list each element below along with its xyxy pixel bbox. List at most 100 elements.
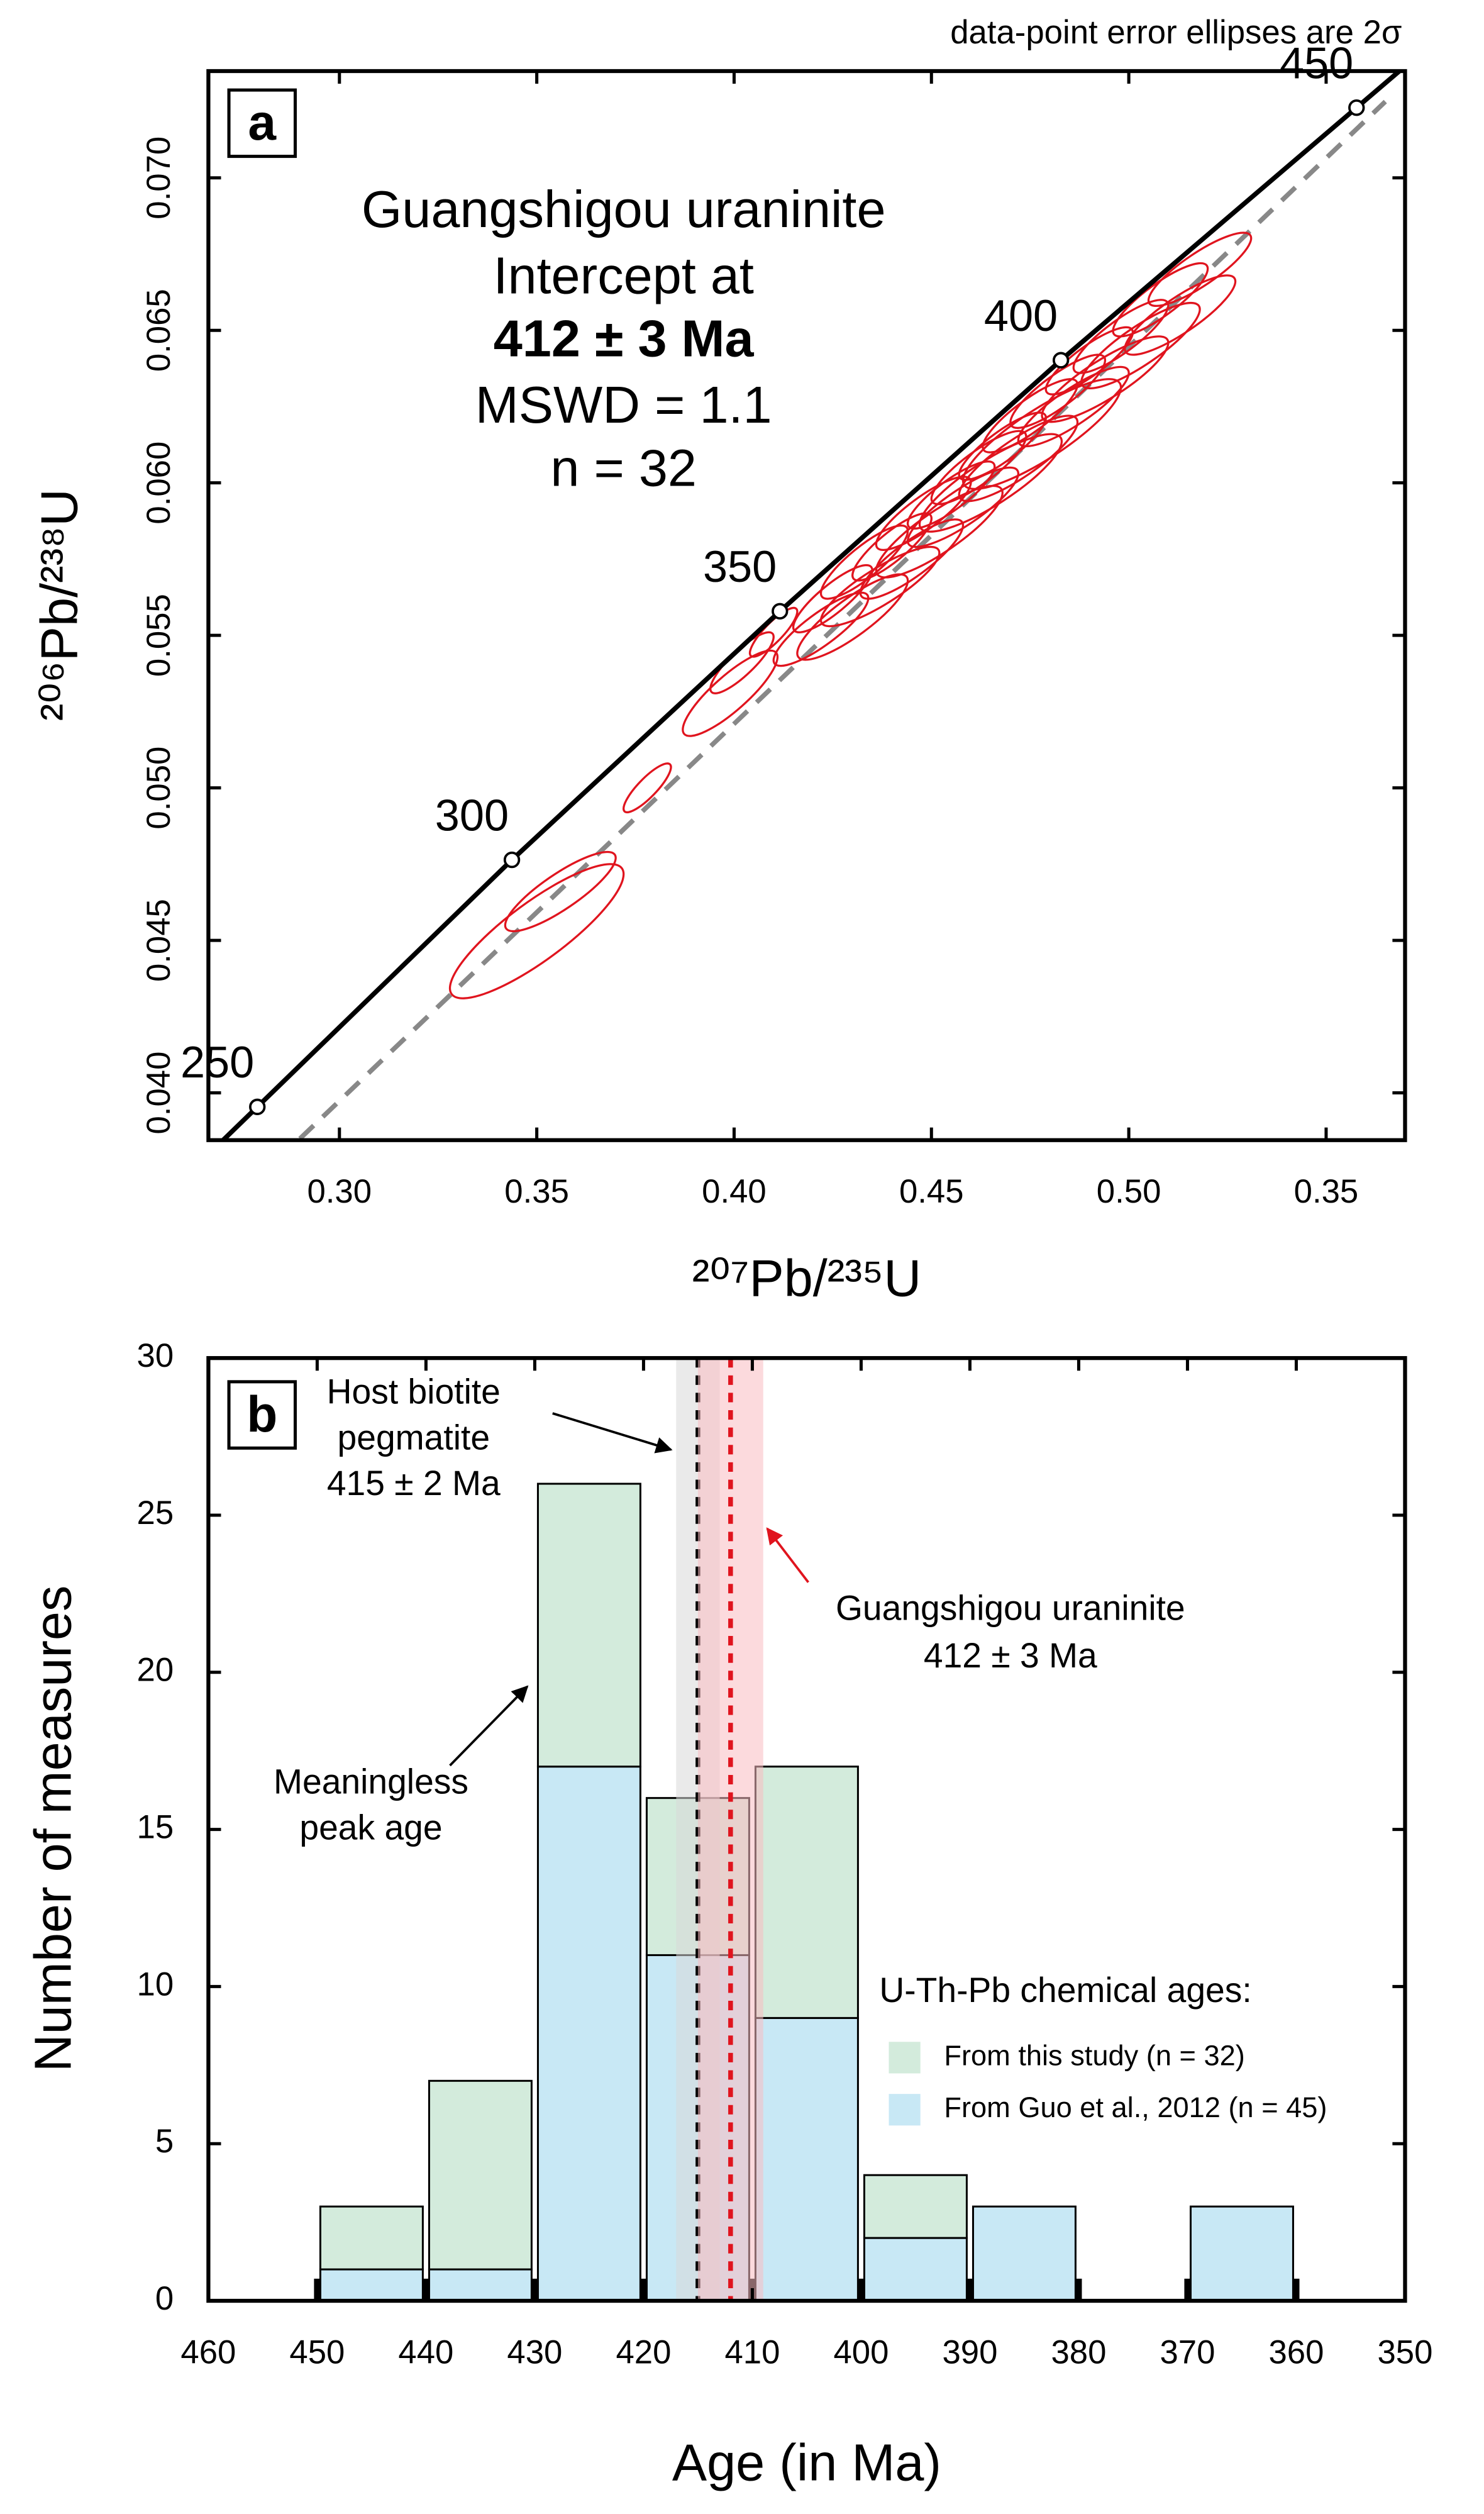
y-tick-label: 5 bbox=[155, 2123, 174, 2160]
y-tick-label: 0.070 bbox=[140, 136, 177, 220]
panel-label: b bbox=[246, 1386, 277, 1443]
x-tick-label: 450 bbox=[289, 2333, 345, 2371]
concordia-extension bbox=[219, 1105, 259, 1140]
error-ellipse bbox=[796, 573, 909, 661]
annotation: peak age bbox=[299, 1808, 442, 1847]
x-tick-label: 360 bbox=[1268, 2333, 1324, 2371]
title-line: 412 ± 3 Ma bbox=[494, 309, 755, 368]
marker-label: pegmatite bbox=[338, 1418, 490, 1457]
error-ellipse bbox=[819, 524, 909, 600]
bar bbox=[1189, 2205, 1294, 2302]
bar bbox=[319, 2205, 424, 2271]
y-tick-label: 0 bbox=[155, 2280, 174, 2317]
bar bbox=[863, 2174, 968, 2239]
error-ellipse bbox=[1147, 231, 1253, 308]
plot-area bbox=[219, 71, 1404, 1140]
title-line: Intercept at bbox=[493, 246, 753, 304]
x-tick-label: 420 bbox=[616, 2333, 671, 2371]
bar bbox=[536, 1766, 641, 2302]
error-ellipse bbox=[961, 378, 1122, 491]
y-tick-label: 0.050 bbox=[140, 747, 177, 830]
error-ellipse bbox=[1112, 262, 1209, 338]
y-tick-label: 0.060 bbox=[140, 442, 177, 525]
legend-label: From Guo et al., 2012 (n = 45) bbox=[944, 2091, 1327, 2123]
arrow bbox=[766, 1527, 809, 1583]
plot-frame bbox=[206, 1356, 1407, 2303]
error-ellipse bbox=[819, 545, 941, 628]
y-tick-label: 0.065 bbox=[140, 289, 177, 372]
error-ellipse bbox=[958, 411, 1047, 481]
y-tick-label: 25 bbox=[137, 1494, 174, 1532]
y-axis-label: Number of measures bbox=[23, 1586, 82, 2072]
age-point bbox=[772, 603, 789, 620]
title-line: n = 32 bbox=[550, 439, 697, 498]
marker-label: Guangshigou uraninite bbox=[836, 1588, 1185, 1627]
x-axis-label: ²⁰⁷Pb/²³⁵U bbox=[692, 1249, 921, 1308]
y-tick-label: 30 bbox=[137, 1337, 174, 1374]
x-tick-label: 0.35 bbox=[504, 1173, 569, 1210]
marker-label: 415 ± 2 Ma bbox=[327, 1464, 501, 1503]
age-label: 300 bbox=[435, 790, 509, 840]
x-tick-label: 350 bbox=[1377, 2333, 1432, 2371]
panel-label-box bbox=[227, 1380, 297, 1450]
x-axis-label: Age (in Ma) bbox=[672, 2433, 941, 2492]
y-tick-label: 20 bbox=[137, 1652, 174, 1689]
concordia-curve bbox=[255, 106, 1358, 1109]
error-ellipse bbox=[918, 433, 1063, 533]
x-tick-label: 0.40 bbox=[702, 1173, 767, 1210]
panel-label-box bbox=[227, 88, 297, 159]
error-ellipse bbox=[448, 863, 625, 999]
error-ellipse bbox=[859, 518, 965, 600]
y-tick-label: 10 bbox=[137, 1966, 174, 2003]
error-ellipse bbox=[1124, 274, 1237, 356]
discordia-line bbox=[298, 99, 1387, 1140]
age-point bbox=[249, 1098, 266, 1116]
x-tick-label: 440 bbox=[398, 2333, 453, 2371]
bar bbox=[428, 2079, 533, 2271]
age-label: 250 bbox=[180, 1037, 254, 1087]
error-ellipse bbox=[851, 512, 933, 582]
y-tick-label: 0.055 bbox=[140, 594, 177, 677]
x-tick-label: 430 bbox=[507, 2333, 562, 2371]
age-point bbox=[1052, 352, 1070, 369]
bar bbox=[754, 2016, 859, 2302]
age-label: 450 bbox=[1280, 38, 1353, 87]
error-ellipse bbox=[1041, 335, 1170, 423]
error-ellipse bbox=[772, 591, 870, 667]
x-tick-label: 380 bbox=[1051, 2333, 1106, 2371]
age-point bbox=[503, 851, 521, 869]
legend-title: U-Th-Pb chemical ages: bbox=[879, 1971, 1251, 2010]
error-ellipse bbox=[875, 484, 1004, 579]
bar bbox=[536, 1482, 641, 1768]
plot-inner bbox=[219, 71, 1404, 1140]
error-ellipse bbox=[958, 414, 1079, 503]
legend-label: From this study (n = 32) bbox=[944, 2039, 1244, 2071]
x-tick-label: 0.35 bbox=[1294, 1173, 1359, 1210]
legend-swatch bbox=[889, 2042, 921, 2074]
title-line: Guangshigou uraninite bbox=[362, 180, 886, 238]
error-ellipse bbox=[623, 762, 672, 814]
error-ellipse bbox=[792, 564, 873, 633]
x-tick-label: 0.45 bbox=[899, 1173, 964, 1210]
error-ellipse bbox=[906, 466, 1019, 548]
bar bbox=[754, 1766, 859, 2019]
bar bbox=[428, 2268, 533, 2302]
title-line: MSWD = 1.1 bbox=[475, 375, 772, 434]
arrow bbox=[449, 1685, 529, 1767]
x-tick-label: 400 bbox=[833, 2333, 889, 2371]
annotation: Meaningless bbox=[274, 1762, 468, 1801]
age-label: 350 bbox=[703, 542, 777, 591]
x-tick-label: 0.50 bbox=[1097, 1173, 1161, 1210]
x-tick-label: 370 bbox=[1160, 2333, 1215, 2371]
bar bbox=[319, 2268, 424, 2302]
y-tick-label: 0.040 bbox=[140, 1052, 177, 1135]
error-ellipse bbox=[504, 850, 617, 933]
x-tick-label: 390 bbox=[942, 2333, 997, 2371]
error-ellipse bbox=[906, 460, 996, 530]
age-label: 400 bbox=[984, 291, 1058, 340]
error-ellipse bbox=[1080, 301, 1201, 389]
x-tick-label: 410 bbox=[724, 2333, 780, 2371]
x-tick-label: 460 bbox=[180, 2333, 236, 2371]
